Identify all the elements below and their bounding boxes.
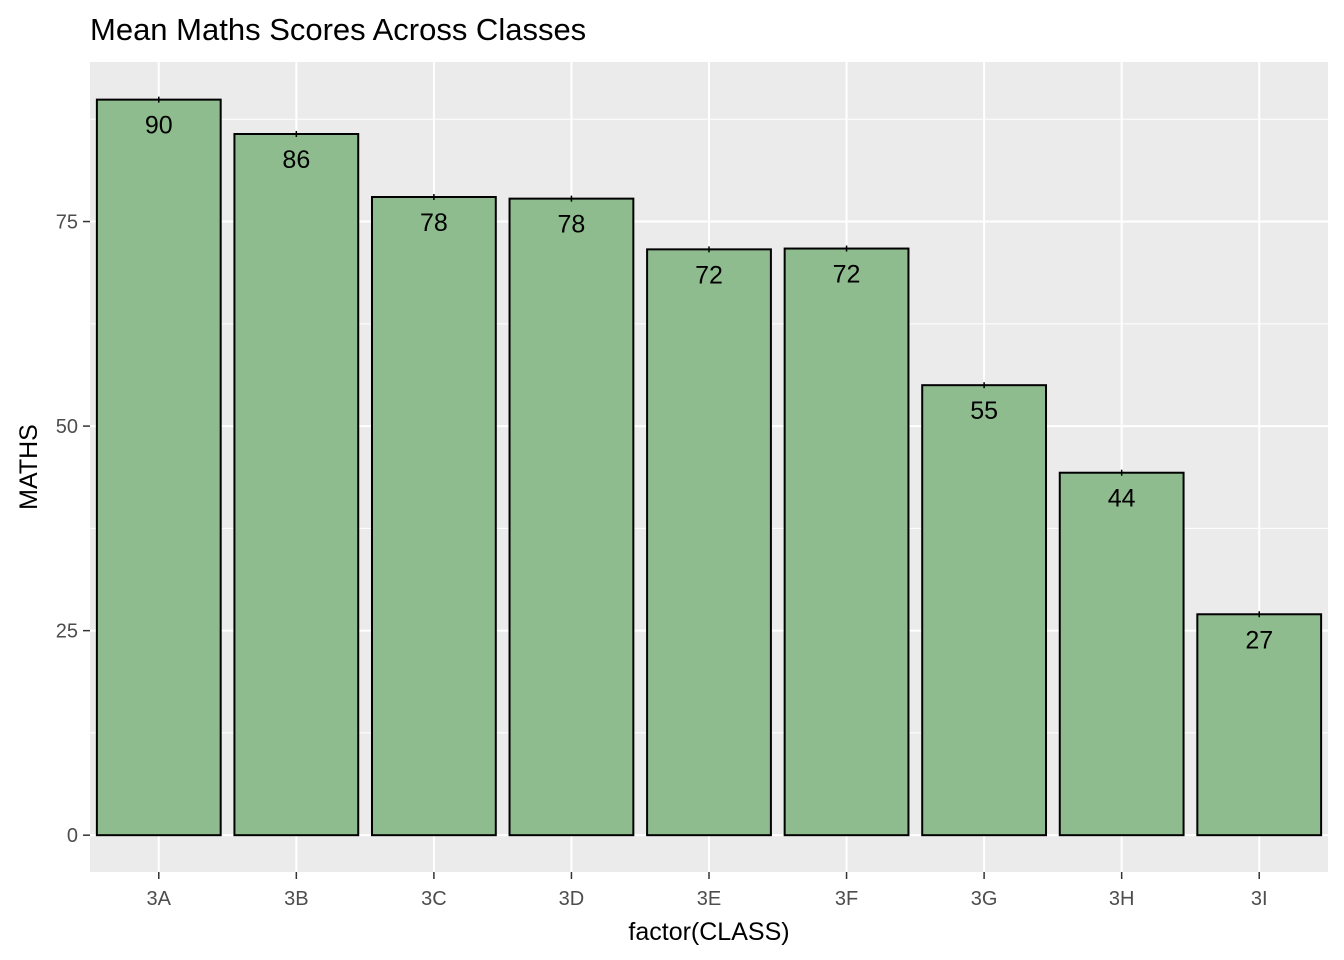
bar: [921, 384, 1048, 837]
x-tick-label: 3I: [1251, 888, 1268, 910]
x-tick-label: 3G: [971, 888, 998, 910]
data-label: 44: [1108, 485, 1136, 513]
y-tick-label: 75: [56, 212, 78, 234]
data-label: 72: [695, 261, 723, 289]
x-tick-label: 3H: [1109, 888, 1135, 910]
bar: [1196, 613, 1323, 837]
x-tick-label: 3E: [697, 888, 721, 910]
bar: [370, 196, 497, 837]
y-axis: 0 25 50 75: [56, 212, 90, 847]
data-label: 86: [282, 146, 310, 174]
y-tick-label: 25: [56, 621, 78, 643]
x-axis: 3A 3B 3C 3D 3E 3F 3G 3H 3I: [147, 872, 1268, 910]
bars: [95, 98, 1323, 837]
chart-title: Mean Maths Scores Across Classes: [90, 12, 586, 47]
data-label: 78: [558, 211, 586, 239]
x-tick-label: 3C: [421, 888, 447, 910]
bar: [1058, 471, 1185, 837]
data-labels: 90 86 78 78 72 72 55 44 27: [145, 112, 1273, 655]
error-ticks: [158, 96, 1260, 618]
bar: [783, 247, 910, 837]
x-tick-label: 3A: [147, 888, 172, 910]
bar: [233, 133, 360, 837]
bar: [508, 197, 635, 837]
x-tick-label: 3F: [835, 888, 858, 910]
data-label: 27: [1245, 626, 1273, 654]
x-tick-label: 3B: [284, 888, 308, 910]
bar: [646, 248, 772, 837]
data-label: 78: [420, 209, 448, 237]
y-tick-label: 50: [56, 416, 78, 438]
data-label: 90: [145, 112, 173, 140]
bar: [95, 98, 222, 837]
x-axis-title: factor(CLASS): [628, 918, 789, 946]
data-label: 55: [970, 397, 998, 425]
x-tick-label: 3D: [559, 888, 585, 910]
y-axis-title: MATHS: [15, 424, 43, 510]
y-tick-label: 0: [67, 825, 78, 847]
data-label: 72: [833, 261, 861, 289]
